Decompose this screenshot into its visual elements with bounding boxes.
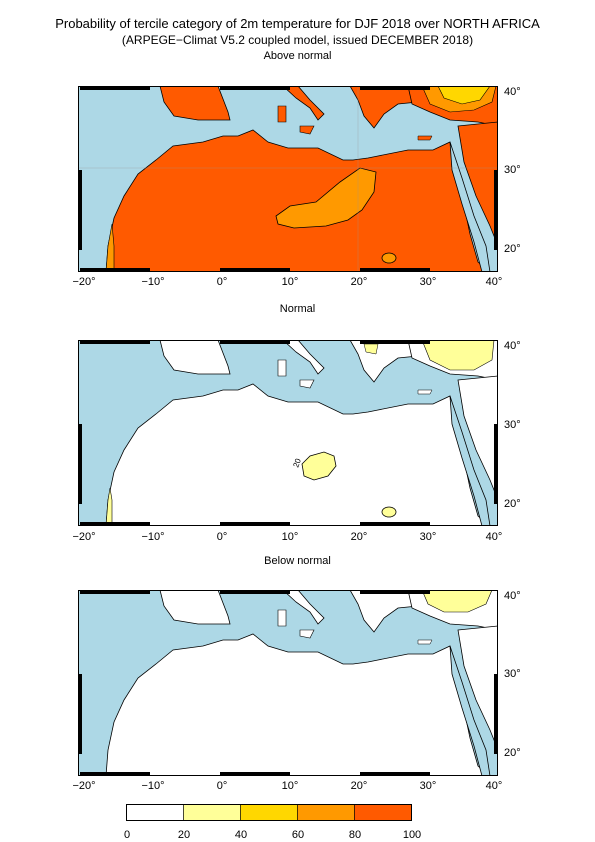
x-tick-label: −20° — [72, 531, 96, 543]
x-tick-label: 10° — [281, 780, 299, 792]
crete-land — [417, 135, 433, 141]
x-tick-label: −10° — [141, 531, 165, 543]
map-normal: 20 — [78, 340, 498, 526]
red-sea — [449, 645, 491, 776]
sudan-zone-20-40 — [381, 506, 397, 518]
x-tick-label: 30° — [419, 531, 437, 543]
x-tick-label: 0° — [216, 780, 228, 792]
sardinia-land — [277, 359, 287, 377]
crete-land — [417, 639, 433, 645]
sardinia-land — [277, 105, 287, 123]
legend-label: 40 — [234, 829, 248, 841]
legend-swatch — [126, 804, 184, 821]
y-tick-label: 40° — [504, 86, 521, 98]
turkey-zone-20-40 — [421, 590, 493, 613]
turkey-zone-40-60 — [437, 86, 491, 105]
map-below-normal — [78, 590, 498, 776]
x-tick-label: 10° — [281, 276, 299, 288]
red-sea — [449, 141, 491, 272]
sicily-land — [299, 125, 315, 135]
x-tick-label: 10° — [281, 531, 299, 543]
turkey-zone-20-40 — [421, 340, 495, 371]
legend-swatch — [297, 804, 355, 821]
figure-subtitle: (ARPEGE−Climat V5.2 coupled model, issue… — [121, 33, 474, 47]
legend-swatch — [354, 804, 412, 821]
x-tick-label: 0° — [216, 531, 228, 543]
x-tick-label: 20° — [350, 780, 368, 792]
y-tick-label: 20° — [504, 747, 521, 759]
italy-land — [282, 340, 325, 375]
legend-swatch — [240, 804, 298, 821]
sicily-land — [299, 379, 315, 389]
crete-land — [417, 389, 433, 395]
italy-land — [282, 86, 325, 121]
x-tick-label: −10° — [141, 276, 165, 288]
legend-swatches — [126, 804, 412, 821]
x-tick-label: 20° — [350, 276, 368, 288]
x-tick-label: −20° — [72, 780, 96, 792]
arabia-land — [457, 375, 498, 501]
x-tick-label: −10° — [141, 780, 165, 792]
arabia-land — [457, 625, 498, 751]
y-tick-label: 40° — [504, 590, 521, 602]
color-legend — [126, 804, 412, 821]
x-tick-label: −20° — [72, 276, 96, 288]
legend-frame — [126, 804, 412, 821]
contour-label: 20 — [291, 457, 303, 469]
x-tick-label: 30° — [419, 780, 437, 792]
sudan-zone-60-80 — [381, 252, 397, 264]
sahara-zone-20-40 — [301, 451, 337, 481]
y-tick-label: 40° — [504, 340, 521, 352]
atlantic-coast-zone — [105, 223, 115, 272]
legend-swatch — [183, 804, 241, 821]
red-sea — [449, 395, 491, 526]
sardinia-land — [277, 609, 287, 627]
atlantic-coast-zone — [105, 487, 113, 526]
x-tick-label: 40° — [485, 531, 503, 543]
legend-label: 20 — [177, 829, 191, 841]
legend-label: 80 — [348, 829, 362, 841]
iberia-land — [159, 590, 231, 625]
x-tick-label: 20° — [350, 531, 368, 543]
italy-land — [282, 590, 325, 625]
sicily-land — [299, 629, 315, 639]
iberia-land — [159, 340, 231, 375]
frame-ticks — [78, 590, 498, 776]
map-above-normal — [78, 86, 498, 272]
frame-ticks — [78, 86, 498, 272]
y-tick-label: 20° — [504, 243, 521, 255]
sahara-zone-60-80 — [275, 167, 377, 229]
arabia-land — [457, 121, 498, 247]
x-tick-label: 30° — [419, 276, 437, 288]
frame-ticks — [78, 340, 498, 526]
x-tick-label: 40° — [485, 276, 503, 288]
y-tick-label: 30° — [504, 164, 521, 176]
y-tick-label: 30° — [504, 668, 521, 680]
figure-title: Probability of tercile category of 2m te… — [55, 16, 540, 31]
legend-label: 100 — [402, 829, 422, 841]
x-tick-label: 0° — [216, 276, 228, 288]
panel-title-above-normal: Above normal — [263, 50, 332, 62]
legend-label: 0 — [123, 829, 131, 841]
x-tick-label: 40° — [485, 780, 503, 792]
panel-title-below-normal: Below normal — [264, 555, 331, 567]
panel-title-normal: Normal — [279, 303, 316, 315]
y-tick-label: 20° — [504, 498, 521, 510]
y-tick-label: 30° — [504, 419, 521, 431]
iberia-land — [159, 86, 231, 121]
legend-label: 60 — [291, 829, 305, 841]
